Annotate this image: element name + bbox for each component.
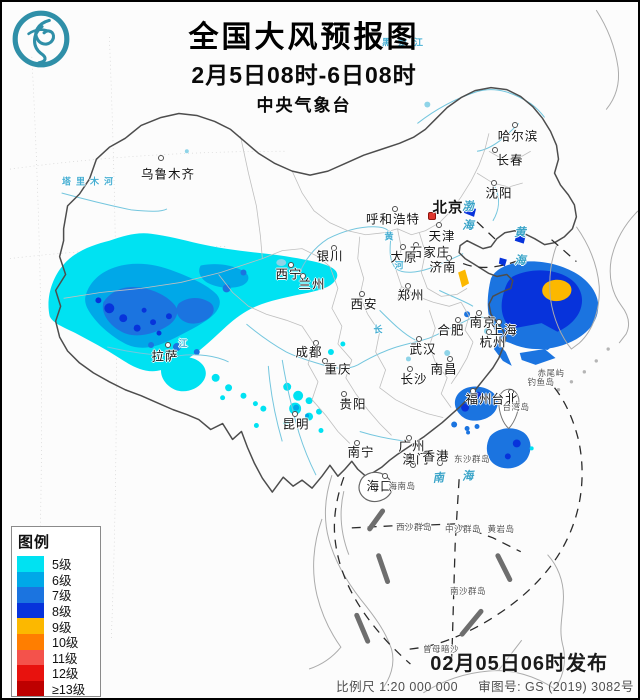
legend-swatch <box>17 571 44 588</box>
legend-item: 5级 <box>17 556 100 572</box>
legend-label: 9级 <box>52 620 72 635</box>
islands-shapes <box>358 388 520 503</box>
legend-item: 12级 <box>17 665 100 681</box>
legend-item: 11级 <box>17 649 100 666</box>
legend-swatch <box>17 602 44 619</box>
legend: 图例 5级 6级 7级 8级 9级 10级 11级 12级 ≥13级 <box>11 526 101 697</box>
legend-swatch <box>17 633 44 650</box>
taiwan-island <box>498 388 520 430</box>
legend-label: 11级 <box>52 651 78 666</box>
foreign-coastlines <box>308 9 638 694</box>
hainan-island <box>358 471 393 503</box>
legend-label: 8级 <box>52 605 72 620</box>
legend-item: 9级 <box>17 618 100 635</box>
ryukyu-islands <box>556 347 610 392</box>
map-info: 比例尺 1:20 000 000 审图号: GS (2019) 3082号 <box>320 676 634 695</box>
thailand-coast <box>308 518 342 670</box>
release-time: 02月05日06时发布 <box>430 653 608 675</box>
vietnam-coast <box>324 475 394 692</box>
legend-item: 10级 <box>17 633 100 651</box>
legend-swatch <box>17 618 44 634</box>
legend-swatch <box>17 680 44 697</box>
palawan-coast <box>498 639 523 671</box>
legend-items: 5级 6级 7级 8级 9级 10级 11级 12级 ≥13级 <box>17 556 100 698</box>
agency-name: 中央气象台 <box>256 96 352 115</box>
legend-label: 7级 <box>52 589 72 604</box>
page-title: 全国大风预报图 <box>188 21 420 54</box>
legend-label: 6级 <box>52 573 72 588</box>
legend-title: 图例 <box>18 534 51 551</box>
legend-swatch <box>17 587 44 603</box>
legend-label: 10级 <box>52 636 79 651</box>
legend-swatch <box>17 649 44 666</box>
sakhalin-coast <box>595 9 620 110</box>
rivers <box>61 89 545 476</box>
legend-item: 8级 <box>17 602 100 620</box>
nine-dash-thick <box>354 508 513 644</box>
china-border <box>54 86 578 493</box>
wind-areas <box>48 205 599 469</box>
legend-item: ≥13级 <box>17 680 100 698</box>
borneo-coast <box>423 670 555 694</box>
legend-item: 7级 <box>17 587 100 603</box>
korea-coast <box>549 226 600 350</box>
legend-swatch <box>17 556 44 572</box>
cma-logo <box>12 10 70 68</box>
legend-item: 6级 <box>17 571 100 588</box>
luzon-coast <box>547 554 565 687</box>
indochina-line <box>340 490 350 555</box>
province-borders <box>63 133 531 444</box>
forecast-period: 2月5日08时-6日08时 <box>191 62 417 88</box>
map-scale: 比例尺 1:20 000 000 <box>336 680 459 694</box>
japan-coast <box>609 210 638 344</box>
legend-label: 5级 <box>52 558 72 573</box>
legend-swatch <box>17 665 44 681</box>
legend-label: ≥13级 <box>52 683 86 698</box>
map-approval: 审图号: GS (2019) 3082号 <box>478 680 634 694</box>
legend-label: 12级 <box>52 667 79 682</box>
